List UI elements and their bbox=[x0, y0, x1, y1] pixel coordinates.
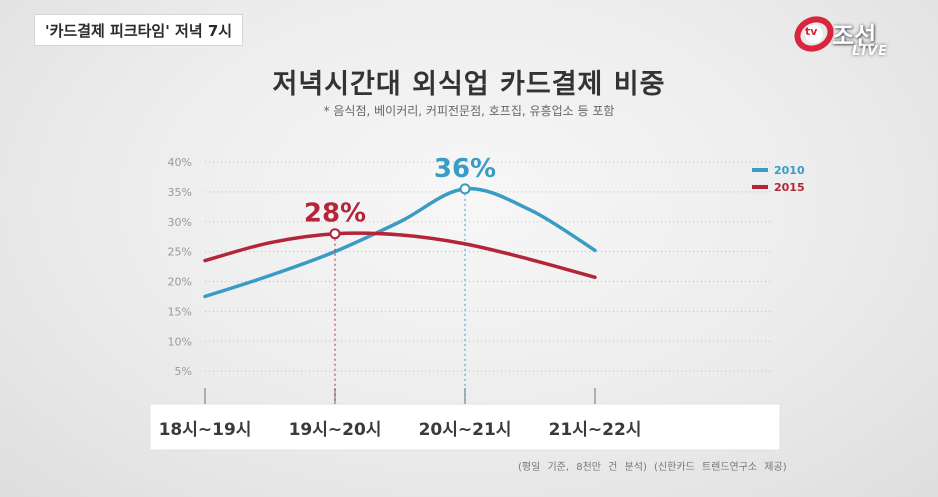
logo-live: LIVE bbox=[852, 44, 889, 59]
x-tick-label: 19시~20시 bbox=[289, 420, 382, 440]
chart-subtitle: * 음식점, 베이커리, 커피전문점, 호프집, 유흥업소 등 포함 bbox=[323, 104, 615, 118]
x-tick-label: 18시~19시 bbox=[159, 420, 252, 440]
peak-marker bbox=[459, 183, 471, 195]
legend-label: 2010 bbox=[774, 164, 805, 177]
y-tick-label: 40% bbox=[168, 156, 192, 169]
y-tick-label: 15% bbox=[168, 305, 192, 318]
series-line-2010 bbox=[203, 186, 597, 299]
x-tick-label: 20시~21시 bbox=[419, 420, 512, 440]
source-note: (평일 기준, 8천만 건 분석) (신한카드 트렌드연구소 제공) bbox=[518, 462, 787, 473]
logo-mark-text: tv bbox=[805, 25, 818, 38]
x-tick-label: 21시~22시 bbox=[549, 420, 642, 440]
chart-title: 저녁시간대 외식업 카드결제 비중 bbox=[272, 69, 666, 100]
y-tick-label: 25% bbox=[168, 246, 192, 259]
peak-data-label: 36% bbox=[434, 154, 496, 184]
y-tick-label: 35% bbox=[168, 186, 192, 199]
series-line-2015 bbox=[203, 231, 597, 280]
y-tick-label: 20% bbox=[168, 276, 192, 289]
news-caption: '카드결제 피크타임' 저녁 7시 bbox=[34, 14, 244, 46]
logo-mark-icon bbox=[794, 16, 834, 52]
x-axis-band bbox=[149, 403, 781, 451]
logo-name: 조선 bbox=[832, 22, 877, 50]
y-tick-label: 30% bbox=[168, 216, 192, 229]
peak-marker bbox=[329, 228, 341, 240]
y-tick-label: 10% bbox=[168, 335, 192, 348]
y-tick-label: 5% bbox=[175, 365, 192, 378]
peak-data-label: 28% bbox=[304, 199, 366, 229]
tv-chosun-live-logo: tv 조선 LIVE bbox=[790, 10, 900, 66]
legend-label: 2015 bbox=[774, 181, 805, 194]
